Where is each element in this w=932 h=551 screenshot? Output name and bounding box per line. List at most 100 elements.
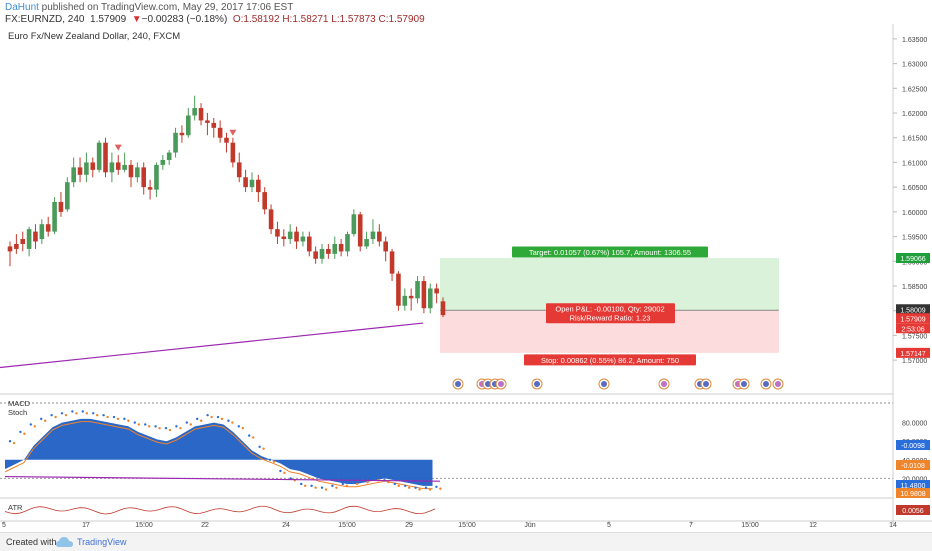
price-badge-bg [896,347,930,358]
grid [0,393,932,522]
stoch-d-dot [272,460,276,463]
price-badge-bg [896,304,930,315]
time-tick-label: 22 [201,522,209,529]
stoch-k-dot [393,482,396,486]
time-tick-label: 15:00 [135,522,153,529]
stoch-d-dot [54,415,57,419]
stoch-k-dot [133,421,136,424]
atr-badge-bg [896,505,930,515]
candle-body [345,234,350,252]
stoch-d-dot [220,417,224,421]
stoch-d-dot [23,432,26,435]
symbol-quote-line: FX:EURNZD, 240 1.57909 ▼−0.00283 (−0.18%… [5,14,425,25]
time-tick-label: 17 [82,522,90,529]
position-tool[interactable]: Target: 0.01057 (0.67%) 105.7, Amount: 1… [440,246,779,366]
candle-body [262,192,268,210]
candle-body [415,281,420,299]
time-tick-label: 15:00 [458,522,476,529]
pnl-label: Open P&L: -0.00100, Qty: 29002 [555,304,664,313]
macd-area [5,418,433,486]
stoch-k-dot [237,425,240,428]
price-tick-label: 1.57000 [902,358,927,365]
chart-canvas[interactable]: Target: 0.01057 (0.67%) 105.7, Amount: 1… [0,24,932,532]
stoch-k-dot [404,484,407,488]
stoch-d-dot [85,412,89,415]
stoch-k-dot [300,482,303,486]
candle-body [166,152,172,160]
candle-body [377,231,382,242]
stoch-d-dot [252,436,255,439]
author-link[interactable]: DaHunt [5,2,39,13]
tradingview-brand[interactable]: TradingView [77,537,127,547]
candle-body [389,251,395,274]
tradingview-cloud-icon [56,537,73,547]
candle-body [33,231,38,242]
stoch-d-dot [241,426,244,430]
candle-body [396,273,401,306]
time-tick-label: 14 [889,522,897,529]
trend-line[interactable] [0,322,424,369]
candle-body [45,224,51,232]
stoch-k-dot [196,417,199,421]
divergence-line [4,475,441,482]
candle-body [115,162,121,170]
candle-body [402,295,408,306]
stoch-d-dot [137,423,140,426]
stoch-k-dot [123,417,126,421]
atr-label: ATR [8,503,23,512]
price-badge-bg [896,313,930,324]
osc-tick-label: 20.0000 [902,476,927,483]
candle-body [198,108,204,121]
candle-body [332,243,338,254]
candle-body [14,243,19,249]
flag-dot [775,381,781,387]
stoch-k-dot [164,426,168,430]
stoch-k-dot [227,419,230,422]
stoch-k-dot [414,486,417,489]
time-axis[interactable]: 5 17 15:00 22 24 15:00 29 15:00 Jun 5 7 15:00 12 14 [2,521,897,529]
candle-body [90,162,96,170]
down-arrow-icon: ▼ [131,14,142,25]
time-tick-label: 12 [809,522,817,529]
rr-label: Risk/Reward Ratio: 1.23 [570,313,651,322]
flag-dot [763,381,769,387]
stoch-k-dot [19,430,22,434]
sell-signal-icon [229,129,237,136]
price-tick-label: 1.61000 [902,160,927,167]
stoch-d-dot [397,484,400,488]
stoch-d-dot [116,417,120,421]
stoch-k-dot [310,484,313,488]
candle-body [364,239,369,247]
stoch-d-dot [439,487,442,490]
atr-badge: 0.0056 [902,508,924,515]
time-tick-label: 7 [689,522,693,529]
price-badge: 2:53:06 [901,326,924,333]
stoch-k-dot [144,423,147,426]
osc-badge-bg [896,440,930,450]
price-tick-label: 1.62000 [902,111,927,118]
stop-label: Stop: 0.00862 (0.55%) 86.2, Amount: 750 [541,356,679,365]
stoch-k-dot [29,423,32,426]
candle-body [281,236,287,240]
candle-body [103,142,108,173]
stoch-d-dot [158,426,161,430]
stoch-k-dot [268,458,272,461]
candle-body [319,248,325,259]
candle-body [351,214,357,235]
price-tick-label: 1.61500 [902,136,927,143]
price-tick-label: 1.62500 [902,86,927,93]
candle-body [58,201,64,212]
event-icons[interactable] [452,378,784,390]
stoch-d-dot [283,471,286,475]
candle-body [236,162,242,178]
stoch-d-dot [75,412,78,415]
stoch-k-dot [279,469,282,473]
price-tick-label: 1.58500 [902,284,927,291]
candle-body [357,214,363,247]
price-axis[interactable]: 1.63500 1.63000 1.62500 1.62000 1.61500 1.610… [892,24,930,521]
stoch-k-dot [102,413,105,417]
stoch-k-dot [206,413,209,417]
stoch-d-dot [96,413,99,417]
price-change: −0.00283 (−0.18%) [141,14,228,25]
stoch-k-dot [81,410,85,413]
